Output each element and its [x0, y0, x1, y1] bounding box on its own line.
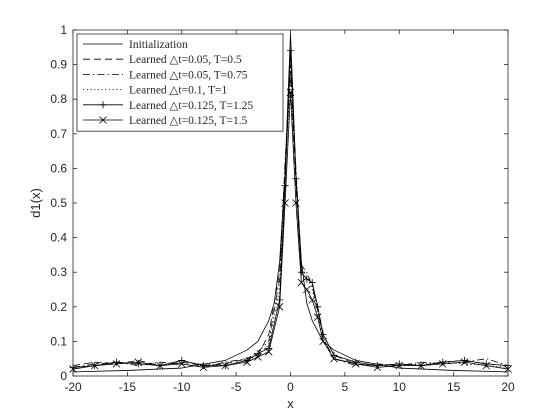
series-6-point — [286, 88, 295, 97]
series-6-point — [243, 358, 251, 366]
series-5-point — [243, 356, 251, 364]
x-tick-label: 15 — [447, 380, 461, 394]
series-6-point — [330, 354, 338, 363]
series-6-point — [438, 360, 447, 368]
series-5-point — [314, 303, 322, 311]
x-tick-label: -10 — [173, 380, 191, 394]
series-5-point — [134, 360, 142, 368]
series-6-point — [177, 360, 186, 368]
x-tick-label: 5 — [342, 380, 349, 394]
series-5-point — [281, 182, 289, 190]
series-6-point — [221, 361, 230, 370]
y-axis-ticks: 0 0.1 0.2 0.3 0.4 0.5 0.6 0.7 0.8 0.9 1 — [50, 23, 508, 383]
series-5-point — [374, 362, 381, 370]
legend-label-6: Learned △t=0.125, T=1.5 — [129, 115, 248, 127]
series-6-point — [319, 337, 327, 346]
y-tick-label: 0.1 — [50, 334, 67, 348]
x-tick-label: -5 — [231, 380, 242, 394]
y-tick-label: 0.5 — [50, 196, 67, 210]
x-tick-label: 20 — [501, 380, 515, 394]
series-6-point — [303, 285, 311, 294]
series-6-point — [199, 363, 208, 372]
y-tick-label: 0.6 — [50, 161, 67, 175]
y-tick-label: 0.3 — [50, 265, 67, 279]
series-5-point — [482, 360, 490, 368]
series-6-point — [292, 199, 300, 207]
y-tick-label: 0.4 — [50, 231, 67, 245]
y-tick-label: 0.8 — [50, 92, 67, 106]
series-6-point — [373, 363, 382, 372]
legend-label-5: Learned △t=0.125, T=1.25 — [129, 100, 253, 112]
series-5-point — [287, 47, 294, 55]
x-axis-ticks: -20 -15 -10 -5 0 5 10 15 20 — [64, 30, 515, 394]
y-axis-label: d1(x) — [28, 188, 43, 218]
x-tick-label: -20 — [64, 380, 82, 394]
series-6-point — [134, 358, 143, 366]
series-5-point — [352, 358, 360, 366]
x-axis-label: x — [287, 396, 294, 411]
series-5-point — [308, 279, 316, 287]
series-5-point — [265, 344, 273, 352]
series-6-point — [351, 360, 360, 368]
series-6-point — [460, 358, 469, 366]
series-6-point — [156, 361, 164, 370]
series-6-point — [254, 353, 262, 361]
series-5-point — [178, 356, 186, 364]
legend-marker-5 — [99, 101, 107, 109]
legend: Initialization Learned △t=0.05, T=0.5 Lear… — [76, 33, 284, 132]
x-tick-label: 0 — [287, 380, 294, 394]
series-6-point — [313, 313, 322, 321]
series-5-point — [395, 360, 403, 368]
series-6-point — [417, 361, 425, 370]
legend-label-4: Learned △t=0.1, T=1 — [129, 85, 227, 97]
series-5-point — [254, 350, 262, 358]
series-6-point — [90, 361, 99, 370]
series-5-point — [276, 296, 284, 304]
series-markers — [69, 47, 512, 373]
series-6-point — [308, 296, 317, 304]
x-tick-label: -15 — [119, 380, 137, 394]
series-6-point — [275, 303, 284, 311]
x-tick-label: 10 — [393, 380, 407, 394]
y-tick-label: 0.9 — [50, 58, 67, 72]
series-5-point — [200, 362, 207, 370]
legend-label-2: Learned △t=0.05, T=0.5 — [129, 54, 242, 66]
series-6-point — [264, 347, 273, 356]
legend-label-3: Learned △t=0.05, T=0.75 — [129, 69, 248, 81]
series-6-point — [112, 360, 121, 368]
series-5-point — [461, 356, 468, 364]
series-5-point — [297, 268, 305, 276]
series-5-point — [439, 358, 447, 366]
legend-label-1: Initialization — [129, 39, 188, 51]
series-5-point — [292, 175, 300, 183]
series-5-point — [113, 358, 120, 366]
y-tick-label: 1 — [60, 23, 67, 37]
series-6-point — [395, 361, 404, 370]
y-tick-label: 0 — [60, 369, 67, 383]
y-tick-label: 0.2 — [50, 300, 67, 314]
legend-marker-6 — [99, 116, 107, 124]
series-5-point — [319, 330, 327, 338]
series-6-point — [482, 361, 491, 370]
series-6-point — [297, 278, 306, 287]
series-5-point — [330, 351, 338, 359]
series-6-point — [281, 199, 289, 207]
y-tick-label: 0.7 — [50, 127, 67, 141]
legend-box — [76, 33, 284, 132]
